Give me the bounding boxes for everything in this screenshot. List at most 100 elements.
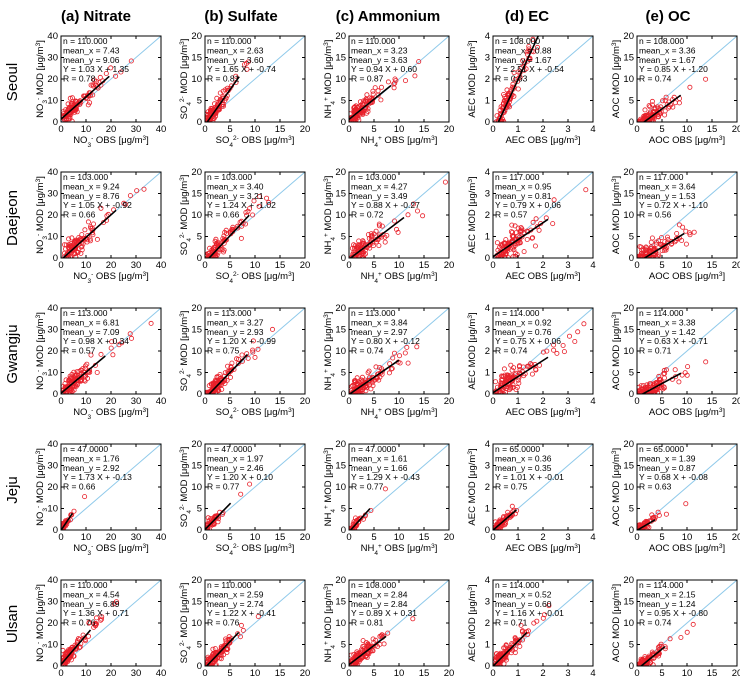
stat-fit: Y = 0.75 X + 0.06 [495,336,561,346]
y-tick-label: 1 [485,96,490,107]
x-tick-label: 20 [444,532,455,543]
y-tick-label: 10 [47,504,58,515]
y-axis-label: NO3- MOD [μg/m3] [35,312,49,390]
regression-line [349,84,392,121]
y-tick-label: 15 [623,189,634,200]
regression-group [349,635,387,666]
y-tick-label: 0 [53,389,58,400]
scatter-point [684,629,690,635]
scatter-point [665,234,671,240]
x-tick-label: 20 [106,532,117,543]
scatter-point [128,58,134,64]
row-title: Ulsan [4,605,21,643]
scatter-point [524,49,530,55]
stat-mean-y: mean_y = 0.81 [495,191,552,201]
x-axis-label: AOC OBS [μg/m3] [649,135,725,147]
scatter-points [349,616,416,666]
x-tick-label: 1 [515,396,520,407]
stat-mean-y: mean_y = 1.67 [495,55,552,65]
x-tick-label: 15 [419,668,430,678]
regression-line [205,502,232,530]
y-tick-label: 15 [335,597,346,608]
y-tick-label: 15 [191,597,202,608]
scatter-point [382,486,388,492]
x-tick-label: 10 [81,532,92,543]
x-tick-label: 40 [156,396,167,407]
scatter-point [412,73,418,79]
x-tick-label: 0 [490,124,495,135]
scatter-point [509,367,515,373]
stat-mean-y: mean_y = 2.93 [207,327,264,337]
y-tick-label: 5 [629,640,634,651]
y-tick-label: 3 [485,325,490,336]
scatter-point [662,644,668,650]
scatter-point [227,374,233,380]
scatter-point [63,377,69,383]
regression-line [61,629,92,665]
scatter-point [514,640,520,646]
scatter-point [80,366,86,372]
scatter-point [141,186,147,192]
x-tick-label: 10 [682,668,693,678]
scatter-point [391,218,397,224]
stat-n: n = 114.000 [639,308,684,318]
stat-mean-x: mean_x = 2.84 [351,589,408,599]
stat-mean-x: mean_x = 0.36 [495,453,552,463]
scatter-point [661,367,667,373]
scatter-point [235,631,241,637]
y-tick-label: 15 [191,461,202,472]
scatter-point [517,240,523,246]
scatter-point [390,355,396,361]
y-axis-label: NH4+ MOD [μg/m3] [323,312,337,391]
scatter-point [512,253,518,258]
stat-n: n = 103.000 [63,172,108,182]
x-tick-label: 15 [275,668,286,678]
scatter-point [356,243,362,249]
scatter-point [530,27,534,31]
x-tick-label: 30 [131,260,142,271]
x-tick-label: 15 [419,396,430,407]
scatter-point [378,84,384,90]
stat-fit: Y = 0.89 X + 0.31 [351,608,417,618]
x-tick-label: 4 [590,260,595,271]
scatter-point [358,379,364,385]
x-tick-label: 20 [732,532,740,543]
scatter-point [255,346,261,352]
stat-n: n = 47.0000 [351,444,396,454]
stat-n: n = 108.000 [495,36,540,46]
scatter-point [500,518,506,524]
scatter-point [370,88,376,94]
x-tick-label: 1 [515,532,520,543]
y-tick-label: 10 [335,346,346,357]
x-tick-label: 0 [634,124,639,135]
scatter-point [250,349,256,355]
scatter-point [250,347,256,353]
stat-mean-y: mean_y = 2.84 [351,599,408,609]
one-to-one-line [348,307,450,395]
scatter-point [373,637,379,643]
x-tick-label: 20 [732,668,740,678]
y-axis-label: NH4+ MOD [μg/m3] [323,448,337,527]
y-tick-label: 10 [47,640,58,651]
stat-n: n = 117.000 [639,172,684,182]
scatter-point [497,254,503,258]
scatter-point [79,243,85,249]
scatter-point [243,60,249,66]
y-tick-label: 10 [47,232,58,243]
regression-group [493,218,549,258]
scatter-point [653,241,659,247]
regression-line [640,372,682,394]
x-axis-label: NH4+ OBS [μg/m3] [361,135,438,149]
scatter-point [703,76,709,82]
x-axis-label: SO42- OBS [μg/m3] [216,407,295,421]
y-tick-label: 20 [623,303,634,314]
x-tick-label: 10 [250,532,261,543]
x-axis-label: AOC OBS [μg/m3] [649,271,725,283]
y-tick-label: 0 [197,661,202,672]
stat-mean-x: mean_x = 3.84 [351,317,408,327]
one-to-one-line [60,579,162,667]
scatter-point [503,237,509,243]
y-axis-label: NH4+ MOD [μg/m3] [323,40,337,119]
x-tick-label: 20 [732,124,740,135]
